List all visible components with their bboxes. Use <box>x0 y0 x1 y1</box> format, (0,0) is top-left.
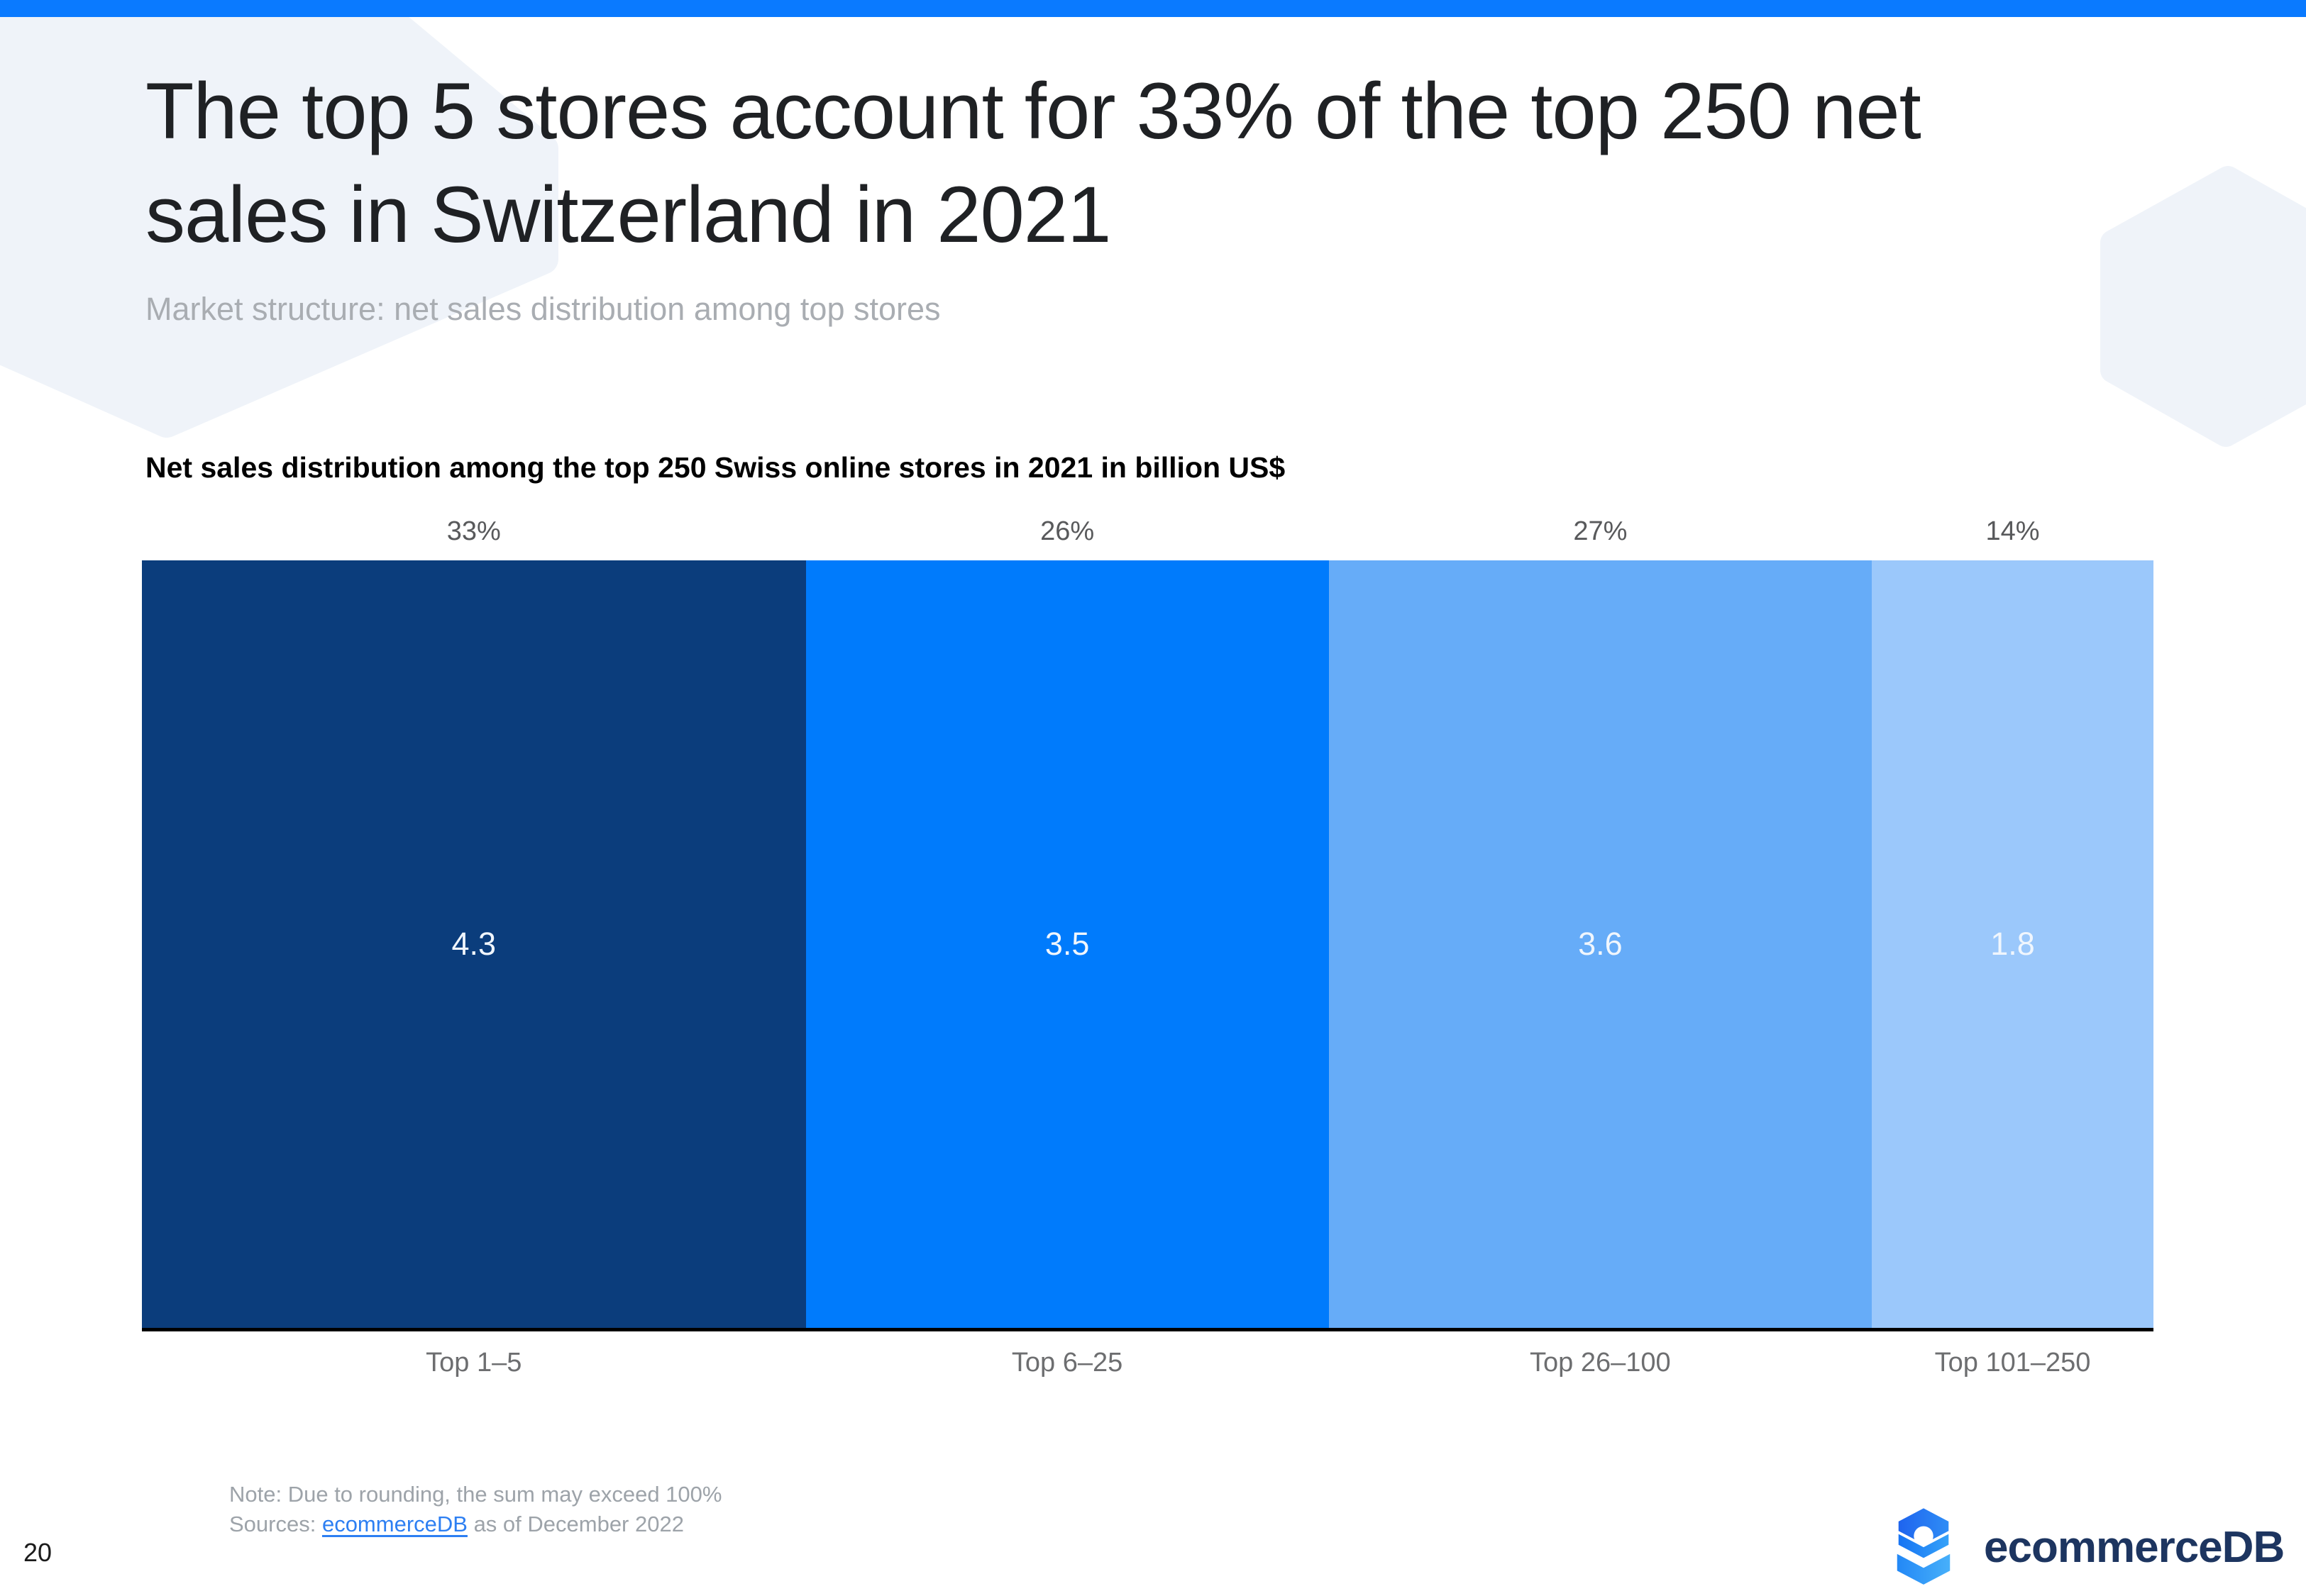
bar-value-label: 4.3 <box>451 926 497 962</box>
ecommercedb-logo-text: ecommerceDB <box>1984 1522 2285 1572</box>
sources-prefix: Sources: <box>229 1512 322 1536</box>
bar-value-label: 1.8 <box>1990 926 2035 962</box>
share-percent-label: 27% <box>1573 516 1628 546</box>
background-hexagon-right <box>2100 166 2306 447</box>
ecommercedb-logo-icon <box>1895 1505 1952 1585</box>
sources-line: Sources: ecommerceDB as of December 2022 <box>229 1509 722 1539</box>
page-title-line1: The top 5 stores account for 33% of the … <box>145 67 1921 155</box>
share-percent-label: 14% <box>1985 516 2040 546</box>
bar-value-label: 3.5 <box>1044 926 1090 962</box>
share-percent-label: 33% <box>446 516 501 546</box>
chart-title: Net sales distribution among the top 250… <box>145 451 1286 484</box>
bar-value-label: 3.6 <box>1578 926 1623 962</box>
sources-suffix: as of December 2022 <box>467 1512 684 1536</box>
top-accent-bar <box>0 0 2306 17</box>
footnote-block: Note: Due to rounding, the sum may excee… <box>229 1480 722 1539</box>
bar-segment: 3.5 <box>805 560 1329 1328</box>
category-label: Top 101–250 <box>1934 1348 2091 1378</box>
page-number: 20 <box>23 1538 53 1567</box>
page-title: The top 5 stores account for 33% of the … <box>145 60 1921 267</box>
note-text: Note: Due to rounding, the sum may excee… <box>229 1482 722 1507</box>
percent-label-row: 33% 26% 27% 14% <box>142 516 2153 547</box>
sources-link[interactable]: ecommerceDB <box>321 1512 468 1536</box>
ecommercedb-logo: ecommerceDB <box>1889 1505 2285 1589</box>
bar-segment: 3.6 <box>1328 560 1872 1328</box>
category-label: Top 26–100 <box>1530 1348 1671 1378</box>
x-axis-line <box>142 1328 2153 1331</box>
bar-segment: 4.3 <box>142 560 806 1328</box>
bar-segment: 1.8 <box>1872 560 2153 1328</box>
page-title-line2: sales in Switzerland in 2021 <box>145 170 1111 259</box>
category-label-row: Top 1–5 Top 6–25 Top 26–100 Top 101–250 <box>142 1348 2153 1378</box>
share-percent-label: 26% <box>1040 516 1095 546</box>
stacked-bar-chart: 4.3 3.5 3.6 1.8 <box>142 560 2153 1328</box>
category-label: Top 1–5 <box>426 1348 522 1378</box>
category-label: Top 6–25 <box>1011 1348 1123 1378</box>
page-subtitle: Market structure: net sales distribution… <box>145 291 941 327</box>
